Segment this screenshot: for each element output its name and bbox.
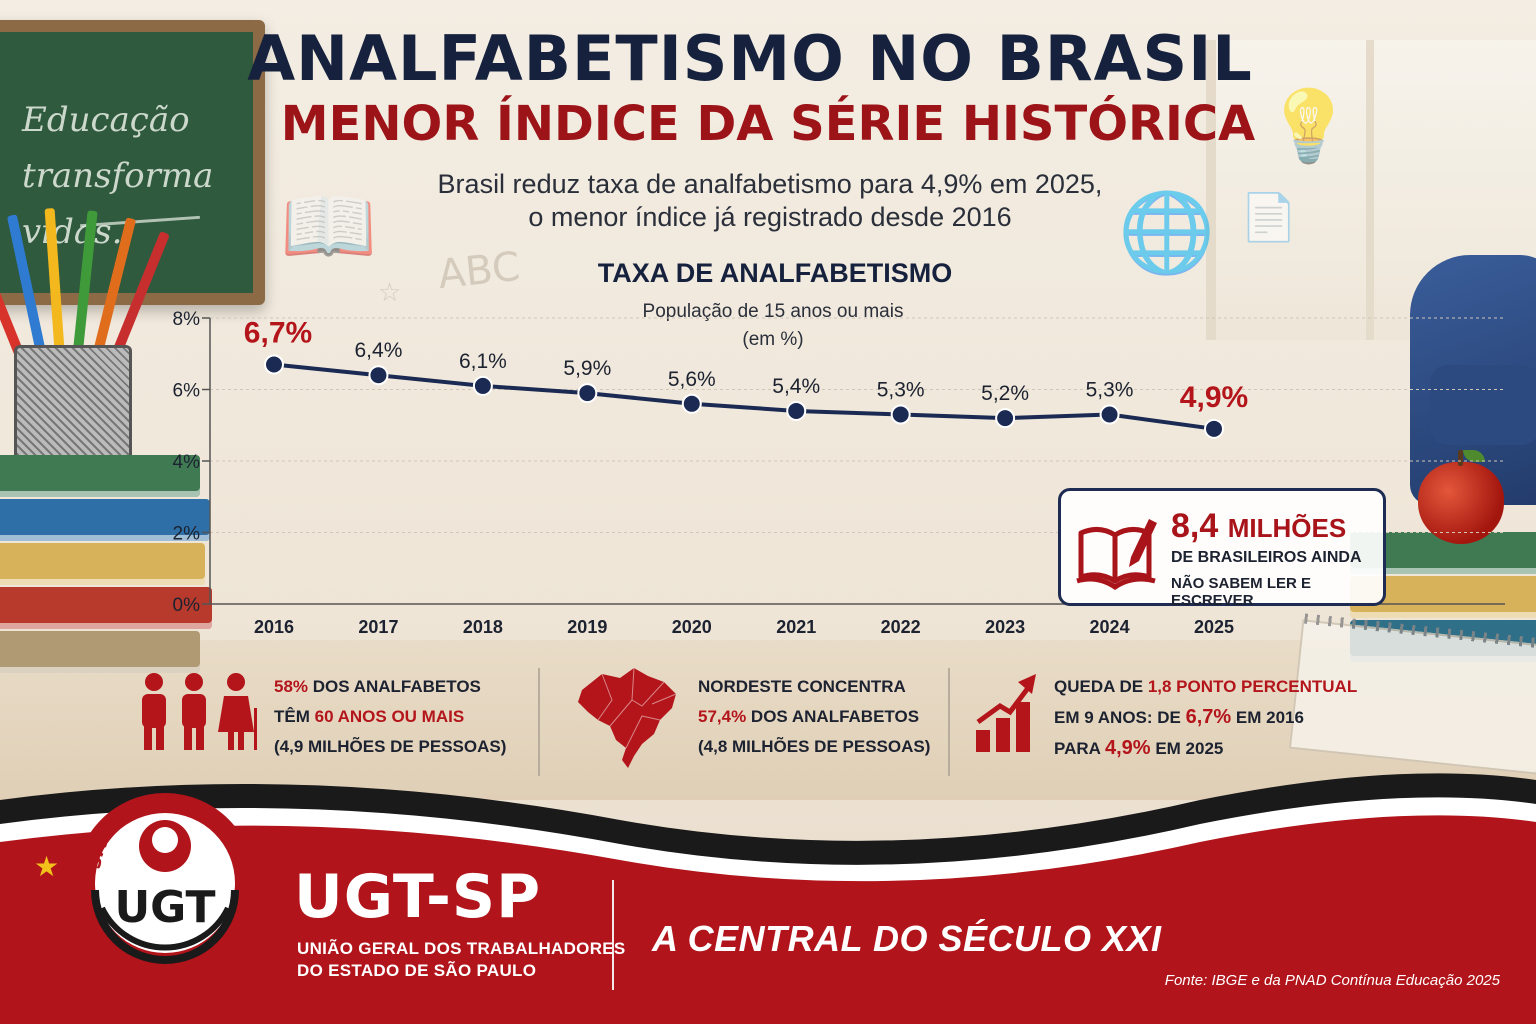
data-label: 4,9%	[1180, 381, 1248, 414]
data-point	[472, 375, 493, 396]
data-point	[264, 354, 284, 375]
series-line	[273, 362, 1215, 431]
chalkboard: Educação transforma vidas.	[0, 20, 265, 305]
book-icon	[0, 455, 200, 497]
x-tick-label: 2022	[881, 617, 921, 637]
x-tick-label: 2024	[1090, 617, 1130, 637]
brand-name: UGT-SP	[294, 862, 542, 932]
pencil-cup-icon	[14, 345, 132, 475]
data-point	[577, 383, 598, 404]
lightbulb-doodle-icon: 💡	[1265, 85, 1353, 167]
x-tick-label: 2025	[1194, 617, 1234, 637]
stat-elderly-line1: 58% DOS ANALFABETOS	[274, 677, 481, 696]
data-point	[1204, 418, 1224, 439]
star-doodle-icon: ☆	[378, 278, 402, 308]
data-label: 5,2%	[981, 382, 1029, 405]
callout-line2: DE BRASILEIROS AINDA	[1171, 549, 1362, 566]
data-point	[995, 408, 1016, 429]
rising-bars-icon	[976, 674, 1036, 752]
footer-divider	[612, 880, 614, 990]
main-title: ANALFABETISMO NO BRASIL	[247, 22, 1253, 95]
book-icon	[0, 587, 212, 629]
stat-drop-line3: PARA 4,9% EM 2025	[1054, 737, 1224, 759]
callout-line3: NÃO SABEM LER E ESCREVER	[1171, 575, 1312, 609]
book-icon	[0, 631, 200, 673]
data-point	[786, 400, 807, 421]
y-tick-label: 6%	[173, 381, 201, 402]
data-point	[890, 404, 911, 425]
book-icon	[0, 499, 210, 541]
illiterate-count-callout: 8,4 MILHÕES DE BRASILEIROS AINDA NÃO SAB…	[1058, 488, 1386, 609]
stat-drop-line2: EM 9 ANOS: DE 6,7% EM 2016	[1054, 706, 1304, 728]
x-tick-label: 2017	[358, 617, 398, 637]
data-point	[368, 365, 389, 386]
ugt-sp-logo: UGT SÃO PAULO	[75, 791, 255, 973]
x-tick-label: 2016	[254, 617, 294, 637]
apple-icon	[1418, 450, 1504, 544]
brand-subtitle: UNIÃO GERAL DOS TRABALHADORES DO ESTADO …	[297, 939, 626, 980]
data-point	[1099, 404, 1120, 425]
stat-elderly-line3: (4,9 MILHÕES DE PESSOAS)	[274, 737, 507, 756]
x-tick-label: 2018	[463, 617, 503, 637]
footer-wave	[0, 773, 1536, 1024]
data-source: Fonte: IBGE e da PNAD Contínua Educação …	[1164, 972, 1500, 989]
book-doodle-icon: 📖	[280, 182, 378, 272]
highlight-title: MENOR ÍNDICE DA SÉRIE HISTÓRICA	[280, 96, 1256, 152]
data-label: 6,7%	[244, 316, 312, 349]
data-label: 5,4%	[772, 375, 820, 398]
chart-subtitle: População de 15 anos ou mais (em %)	[642, 301, 904, 350]
svg-text:UGT: UGT	[114, 882, 215, 933]
data-label: 5,3%	[877, 379, 925, 402]
stat-northeast-line3: (4,8 MILHÕES DE PESSOAS)	[698, 737, 931, 756]
chart-title: TAXA DE ANALFABETISMO	[597, 258, 953, 288]
chalkboard-text: Educação transforma vidas.	[22, 100, 214, 252]
brazil-map-icon	[578, 667, 677, 768]
stat-elderly-line2: TÊM 60 ANOS OU MAIS	[274, 707, 465, 726]
book-stack-left	[0, 455, 215, 675]
data-label: 5,3%	[1086, 379, 1134, 402]
x-tick-label: 2019	[567, 617, 607, 637]
paper-doodle-icon: 📄	[1240, 190, 1298, 244]
data-point	[681, 393, 702, 414]
subtitle: Brasil reduz taxa de analfabetismo para …	[437, 169, 1103, 232]
data-label: 6,4%	[355, 339, 403, 362]
stat-northeast-line2: 57,4% DOS ANALFABETOS	[698, 707, 920, 726]
globe-doodle-icon: 🌐	[1118, 188, 1216, 278]
data-label: 5,6%	[668, 368, 716, 391]
open-book-pencil-icon	[1076, 519, 1157, 591]
stat-divider	[538, 668, 540, 776]
callout-number: 8,4 MILHÕES	[1171, 507, 1347, 545]
stat-northeast-line1: NORDESTE CONCENTRA	[698, 677, 906, 696]
elderly-people-icon	[142, 673, 257, 750]
y-tick-label: 4%	[173, 452, 201, 473]
slogan: A CENTRAL DO SÉCULO XXI	[652, 918, 1162, 959]
x-tick-label: 2020	[672, 617, 712, 637]
data-label: 6,1%	[459, 350, 507, 373]
book-icon	[0, 543, 205, 585]
stat-drop-line1: QUEDA DE 1,8 PONTO PERCENTUAL	[1054, 677, 1358, 696]
backpack-icon	[1410, 255, 1536, 505]
stat-divider	[948, 668, 950, 776]
y-tick-label: 2%	[173, 524, 201, 545]
y-tick-label: 0%	[173, 595, 201, 616]
star-icon: ★	[34, 851, 60, 882]
x-tick-label: 2021	[776, 617, 816, 637]
data-label: 5,9%	[563, 357, 611, 380]
y-tick-label: 8%	[173, 309, 201, 330]
x-tick-label: 2023	[985, 617, 1025, 637]
